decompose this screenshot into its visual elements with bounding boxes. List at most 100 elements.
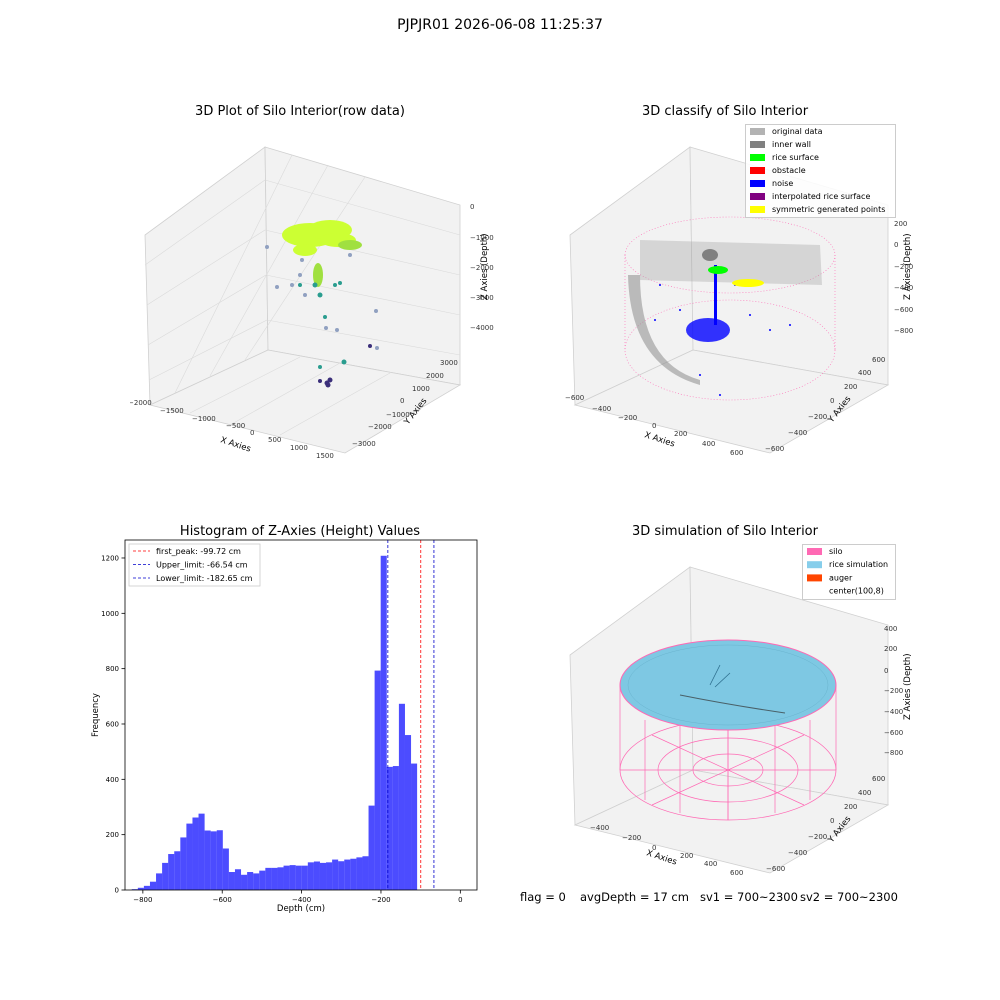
classify-ytick: −600 xyxy=(765,445,784,453)
raw-ztick: −3000 xyxy=(470,294,494,302)
histogram-y-label: Frequency xyxy=(91,693,101,737)
sim-xtick: −200 xyxy=(622,834,641,842)
raw-ytick: 1000 xyxy=(412,385,430,393)
histogram-bar xyxy=(350,858,357,890)
classify-xtick: 200 xyxy=(674,430,687,438)
classify-ztick: 0 xyxy=(894,241,898,249)
histogram-bar xyxy=(234,869,242,890)
sim-xtick: −400 xyxy=(590,824,609,832)
histogram-bar xyxy=(168,854,175,890)
histogram-bar xyxy=(404,735,412,890)
classify-legend-label: interpolated rice surface xyxy=(772,192,870,201)
histogram-y-tick-label: 600 xyxy=(106,720,119,728)
histogram-bar xyxy=(241,874,248,890)
classify-legend-label: noise xyxy=(772,179,793,188)
raw-point-cloud xyxy=(265,220,379,388)
histogram-bar xyxy=(156,873,163,890)
classify-legend-swatch xyxy=(750,128,765,135)
classify-xtick: 0 xyxy=(652,422,656,430)
footer-flag: flag = 0 xyxy=(520,890,566,904)
footer-sv2: sv2 = 700~2300 xyxy=(800,890,898,904)
classify-ztick: −800 xyxy=(894,327,913,335)
sim-legend-label: auger xyxy=(829,573,853,582)
sim-ytick: −200 xyxy=(808,833,827,841)
raw-ytick: −3000 xyxy=(352,440,376,448)
classify-legend-label: original data xyxy=(772,127,823,136)
histogram-bar xyxy=(192,817,199,890)
classify-legend: original data inner wall rice surface obsta… xyxy=(745,124,896,218)
raw-xtick: −1500 xyxy=(160,407,184,415)
histogram-bar xyxy=(259,870,266,890)
classify-legend-swatch xyxy=(750,180,765,187)
raw-ztick: 0 xyxy=(470,203,474,211)
raw-ytick: 3000 xyxy=(440,359,458,367)
sim-ztick: −200 xyxy=(884,687,903,695)
histogram-x-tick-label: 0 xyxy=(458,896,462,904)
histogram-bar xyxy=(392,766,399,890)
histogram-bar xyxy=(210,831,217,890)
classify-legend-swatch xyxy=(750,193,765,200)
histogram-bar xyxy=(174,851,181,890)
sim-legend: silo rice simulation auger center(100,8) xyxy=(802,544,896,600)
classify-ytick: −200 xyxy=(808,413,827,421)
histogram-bar xyxy=(411,763,418,890)
histogram-x-tick-label: −200 xyxy=(371,896,390,904)
sim-ztick: 200 xyxy=(884,645,897,653)
sim-ytick: 0 xyxy=(830,817,834,825)
histogram-bar xyxy=(319,862,327,890)
sim-legend-swatch xyxy=(807,574,822,582)
histogram-bar xyxy=(338,861,345,890)
raw-xtick: −500 xyxy=(226,422,245,430)
histogram-bar xyxy=(149,881,157,890)
classify-points xyxy=(654,249,791,396)
raw-xtick: 1500 xyxy=(316,452,334,460)
histogram-legend-label: Lower_limit: -182.65 cm xyxy=(156,574,253,583)
classify-xtick: 400 xyxy=(702,440,715,448)
histogram-x-tick-label: −400 xyxy=(292,896,311,904)
classify-3d-plot: −600 −400 −200 0 200 400 600 −600 −400 −… xyxy=(565,146,913,457)
histogram-bar xyxy=(204,830,211,890)
sim-ztick: −400 xyxy=(884,708,903,716)
histogram-chart: −800 −600 −400 −200 0 020040060080010001200 … xyxy=(91,539,478,914)
histogram-bar xyxy=(380,555,387,890)
classify-legend-swatch xyxy=(750,154,765,161)
raw-ytick: 0 xyxy=(400,397,404,405)
histogram-bar xyxy=(362,856,369,890)
sim-panel-title: 3D simulation of Silo Interior xyxy=(632,524,818,539)
histogram-bar xyxy=(368,805,375,890)
histogram-bar xyxy=(307,862,314,890)
classify-legend-swatch xyxy=(750,141,765,148)
sim-legend-swatch xyxy=(807,561,822,569)
classify-ytick: 400 xyxy=(858,369,871,377)
classify-legend-label: inner wall xyxy=(772,140,811,149)
raw-xtick: −1000 xyxy=(192,415,216,423)
histogram-bar xyxy=(344,859,351,890)
sim-xtick: 0 xyxy=(652,844,656,852)
sim-ztick: −600 xyxy=(884,729,903,737)
classify-xtick: 600 xyxy=(730,449,743,457)
histogram-bar xyxy=(222,848,229,890)
sim-legend-label: rice simulation xyxy=(829,560,888,569)
footer-sv1: sv1 = 700~2300 xyxy=(700,890,798,904)
histogram-bar xyxy=(198,813,205,890)
histogram-x-label: Depth (cm) xyxy=(277,904,325,914)
histogram-bar xyxy=(289,865,296,890)
histogram-bar xyxy=(295,865,302,890)
sim-ztick: −800 xyxy=(884,749,903,757)
classify-legend-label: obstacle xyxy=(772,166,806,175)
raw-ztick: −2000 xyxy=(470,264,494,272)
raw-xtick: 0 xyxy=(250,429,254,437)
sim-ytick: 200 xyxy=(844,803,857,811)
histogram-bar xyxy=(247,872,254,890)
sim-legend-swatch xyxy=(807,587,822,595)
histogram-bar xyxy=(216,830,223,890)
histogram-bar xyxy=(356,857,363,890)
classify-ztick: −400 xyxy=(894,284,913,292)
classify-ytick: 0 xyxy=(830,397,834,405)
classify-legend-label: rice surface xyxy=(772,153,819,162)
histogram-bar xyxy=(313,861,320,890)
histogram-y-tick-label: 200 xyxy=(106,831,119,839)
classify-floor-pane xyxy=(573,349,890,454)
raw-grid xyxy=(144,154,461,436)
raw-ytick: −2000 xyxy=(368,423,392,431)
